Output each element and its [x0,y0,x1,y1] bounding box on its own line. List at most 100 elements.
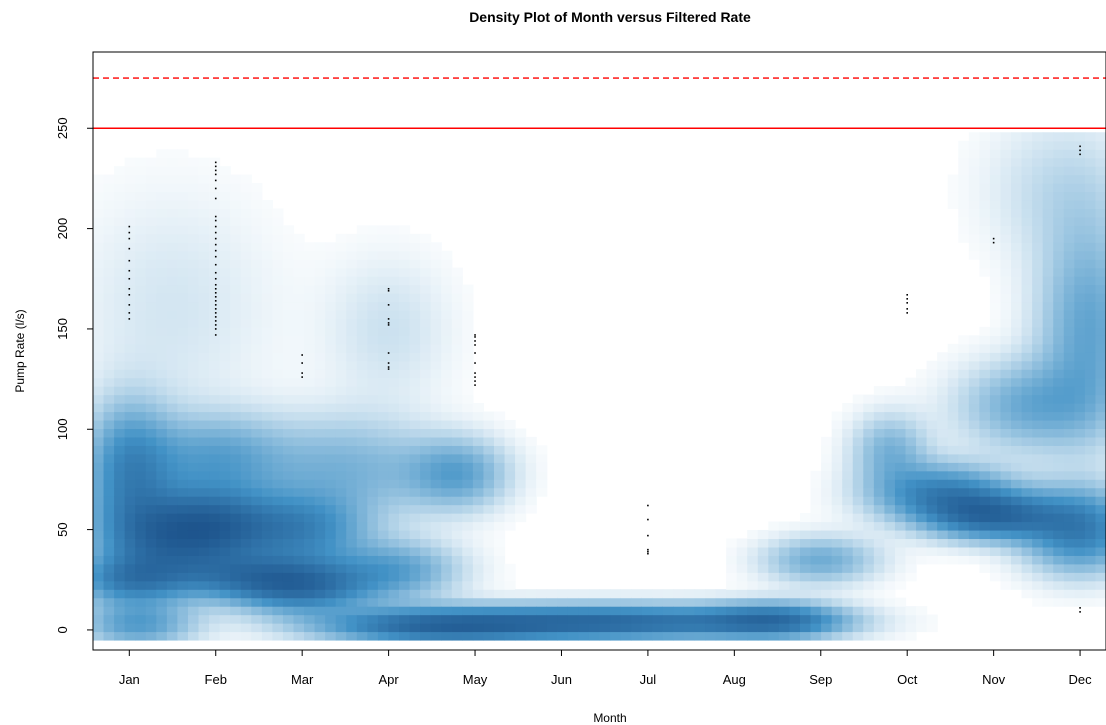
density-cell [156,199,168,210]
density-cell [441,572,453,582]
density-cell [145,445,157,455]
density-cell [884,614,896,624]
density-cell [377,326,390,336]
density-cell [536,597,548,607]
density-cell [462,309,474,320]
density-cell [198,326,210,336]
density-cell [166,149,179,159]
density-cell [947,360,959,370]
density-cell [968,360,980,370]
density-cell [1042,419,1054,430]
density-cell [420,487,432,497]
density-cell [810,589,822,599]
density-cell [1042,580,1054,590]
density-cell [356,614,368,624]
density-cell [968,521,980,531]
density-cell [261,386,273,396]
density-cell [304,267,316,277]
density-cell [472,589,485,599]
density-cell [852,538,864,548]
density-cell [757,538,769,548]
density-cell [177,326,189,336]
density-cell [282,386,295,396]
density-cell [831,496,843,506]
density-cell [367,546,379,556]
density-cell [103,386,115,396]
density-cell [209,496,221,506]
density-cell [768,606,780,616]
density-cell [916,538,928,548]
density-cell [430,614,442,624]
density-cell [842,436,854,446]
density-cell [209,216,221,226]
density-cell [451,377,463,387]
density-cell [135,335,147,345]
density-cell [145,623,157,633]
density-cell [420,284,432,294]
density-cell [926,411,938,421]
density-cell [493,572,506,582]
density-cell [1095,394,1106,404]
density-cell [282,318,295,328]
density-cell [293,470,305,480]
density-cell [451,419,463,430]
density-cell [441,318,453,328]
density-cell [219,199,231,210]
density-cell [314,335,326,345]
data-point [992,241,995,244]
density-cell [1084,589,1097,599]
density-cell [135,546,147,556]
density-cell [156,250,168,260]
density-cell [768,597,780,607]
density-cell [177,589,189,599]
density-cell [1084,267,1097,277]
density-cell [304,369,316,379]
density-cell [641,631,653,641]
density-cell [346,572,358,582]
data-point [387,324,390,326]
density-cell [842,470,854,480]
density-cell [166,242,179,252]
density-cell [831,419,843,430]
density-cell [293,386,305,396]
density-cell [515,606,527,616]
density-cell [114,462,126,472]
density-cell [261,580,273,590]
density-cell [230,521,242,531]
density-cell [399,462,411,472]
density-cell [282,394,295,404]
data-point [214,243,217,246]
density-cell [1032,191,1044,201]
density-cell [420,623,432,633]
density-cell [177,343,189,353]
density-cell [240,208,252,218]
density-cell [293,242,305,252]
density-cell [1074,183,1086,193]
density-cell [1095,250,1106,260]
density-cell [325,242,337,252]
density-cell [926,470,938,480]
density-cell [230,301,242,311]
density-cell [251,623,263,633]
density-cell [1032,166,1044,176]
density-cell [251,521,263,531]
density-cell [937,496,949,506]
density-cell [135,436,147,446]
density-cell [525,597,537,607]
density-cell [293,538,305,548]
density-cell [293,546,305,556]
density-cell [1053,233,1065,243]
density-cell [884,606,896,616]
density-cell [230,352,242,362]
density-cell [483,453,495,463]
density-cell [1042,326,1054,336]
density-cell [114,386,126,396]
density-cell [388,250,400,260]
density-cell [293,580,305,590]
density-cell [831,428,843,438]
density-cell [230,403,242,413]
density-cell [367,631,379,641]
density-cell [810,521,822,531]
density-cell [768,555,780,565]
density-cell [715,589,727,599]
